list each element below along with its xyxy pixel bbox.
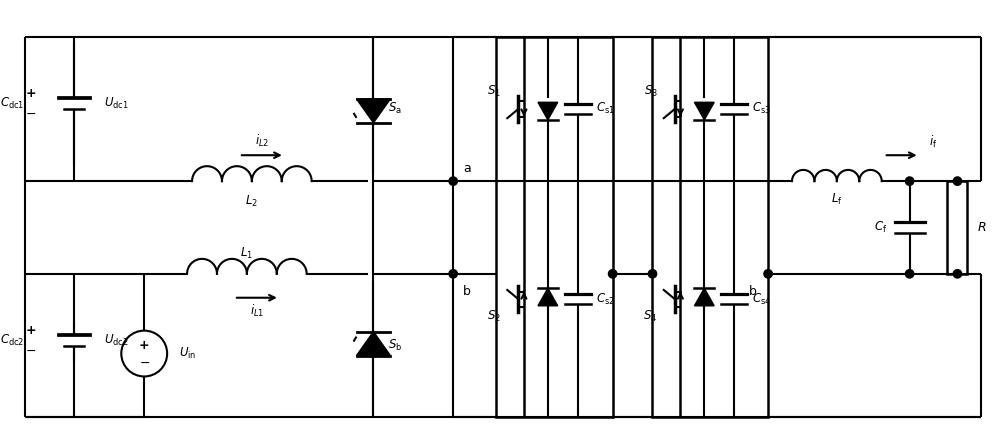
Text: $L_{\rm f}$: $L_{\rm f}$ (831, 191, 843, 207)
Text: $C_{\rm s3}$: $C_{\rm s3}$ (752, 101, 771, 116)
Text: $S_3$: $S_3$ (644, 85, 657, 99)
Polygon shape (538, 288, 558, 306)
Text: $C_{\rm dc2}$: $C_{\rm dc2}$ (0, 333, 25, 348)
Text: $L_2$: $L_2$ (245, 194, 258, 208)
Text: b: b (463, 285, 471, 298)
Text: $C_{\rm s1}$: $C_{\rm s1}$ (596, 101, 615, 116)
Text: +: + (25, 88, 36, 100)
Text: $i_{L2}$: $i_{L2}$ (255, 133, 269, 149)
Circle shape (449, 177, 457, 185)
Text: $-$: $-$ (25, 344, 36, 357)
Text: $i_{L1}$: $i_{L1}$ (250, 303, 264, 319)
Polygon shape (694, 102, 714, 120)
Text: $C_{\rm s4}$: $C_{\rm s4}$ (752, 292, 771, 307)
Text: +: + (139, 339, 150, 352)
Circle shape (608, 269, 617, 278)
Text: $C_{\rm dc1}$: $C_{\rm dc1}$ (0, 96, 25, 112)
Text: $-$: $-$ (139, 356, 150, 369)
Text: $L_1$: $L_1$ (240, 246, 253, 262)
Text: $i_{\rm f}$: $i_{\rm f}$ (929, 134, 938, 150)
Text: $S_4$: $S_4$ (643, 309, 658, 324)
Text: $S_{\rm b}$: $S_{\rm b}$ (388, 338, 403, 353)
Circle shape (953, 269, 962, 278)
Circle shape (905, 177, 914, 185)
Text: $S_1$: $S_1$ (487, 85, 501, 99)
Polygon shape (357, 99, 390, 123)
Text: $-$: $-$ (25, 107, 36, 120)
Text: +: + (25, 324, 36, 337)
Circle shape (449, 269, 457, 278)
Text: b: b (749, 285, 757, 298)
Text: $U_{\rm dc1}$: $U_{\rm dc1}$ (104, 96, 129, 112)
Circle shape (648, 269, 657, 278)
Circle shape (905, 269, 914, 278)
Text: $S_2$: $S_2$ (487, 309, 501, 324)
Bar (947, 181, 967, 274)
Text: $R$: $R$ (977, 221, 987, 234)
Text: a: a (463, 162, 471, 175)
Polygon shape (694, 288, 714, 306)
Text: $S_{\rm a}$: $S_{\rm a}$ (388, 101, 402, 116)
Polygon shape (357, 332, 390, 355)
Text: $C_{\rm s2}$: $C_{\rm s2}$ (596, 292, 615, 307)
Circle shape (764, 269, 772, 278)
Text: $U_{\rm dc2}$: $U_{\rm dc2}$ (104, 333, 129, 348)
Bar (496, 37, 613, 417)
Polygon shape (538, 102, 558, 120)
Bar (652, 37, 768, 417)
Circle shape (953, 177, 962, 185)
Text: $U_{\rm in}$: $U_{\rm in}$ (179, 346, 197, 361)
Text: $C_{\rm f}$: $C_{\rm f}$ (874, 220, 888, 235)
